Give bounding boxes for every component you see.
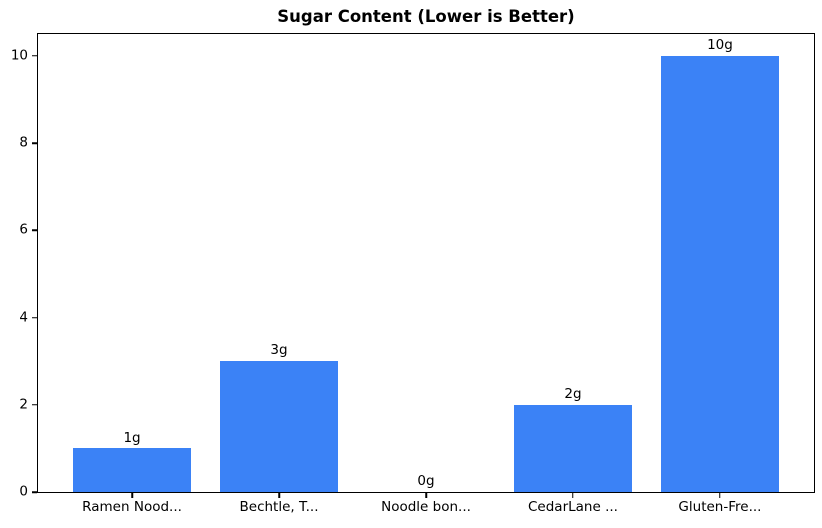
bar-value-label: 10g [707, 36, 733, 53]
x-tick-mark [719, 493, 721, 498]
bar-value-label: 2g [564, 385, 582, 402]
x-tick-mark [131, 493, 133, 498]
y-tick-mark [31, 404, 37, 406]
plot-area: 0 2 4 6 8 10 1g Ramen Nood... 3g Bechtle, T... 0g N… [11, 33, 815, 514]
bar-value-label: 0g [417, 473, 435, 490]
y-tick-mark [31, 316, 37, 319]
x-tick-label: Gluten-Fre... [678, 499, 762, 515]
x-tick-label: Bechtle, T... [239, 499, 319, 515]
x-tick-mark [572, 493, 574, 498]
y-tick-label: 6 [19, 221, 28, 238]
bar-value-label: 3g [270, 342, 288, 359]
bar [73, 448, 191, 492]
x-tick-label: Noodle bon... [381, 499, 471, 515]
y-tick-mark [31, 55, 37, 57]
y-tick-label: 0 [19, 483, 28, 500]
y-tick-label: 10 [10, 47, 28, 64]
x-tick-mark [425, 493, 427, 498]
bar [661, 55, 779, 492]
bar [220, 361, 338, 492]
y-tick-label: 8 [19, 134, 28, 151]
y-tick-mark [31, 229, 37, 232]
y-tick-mark [31, 142, 37, 144]
chart-title: Sugar Content (Lower is Better) [277, 7, 575, 26]
x-tick-label: Ramen Nood... [82, 499, 182, 515]
y-tick-mark [31, 491, 37, 493]
bar [514, 404, 632, 492]
x-tick-mark [278, 493, 280, 498]
bar-value-label: 1g [123, 429, 141, 446]
y-tick-label: 2 [19, 396, 28, 413]
x-tick-label: CedarLane ... [527, 499, 618, 515]
y-tick-label: 4 [19, 309, 28, 326]
